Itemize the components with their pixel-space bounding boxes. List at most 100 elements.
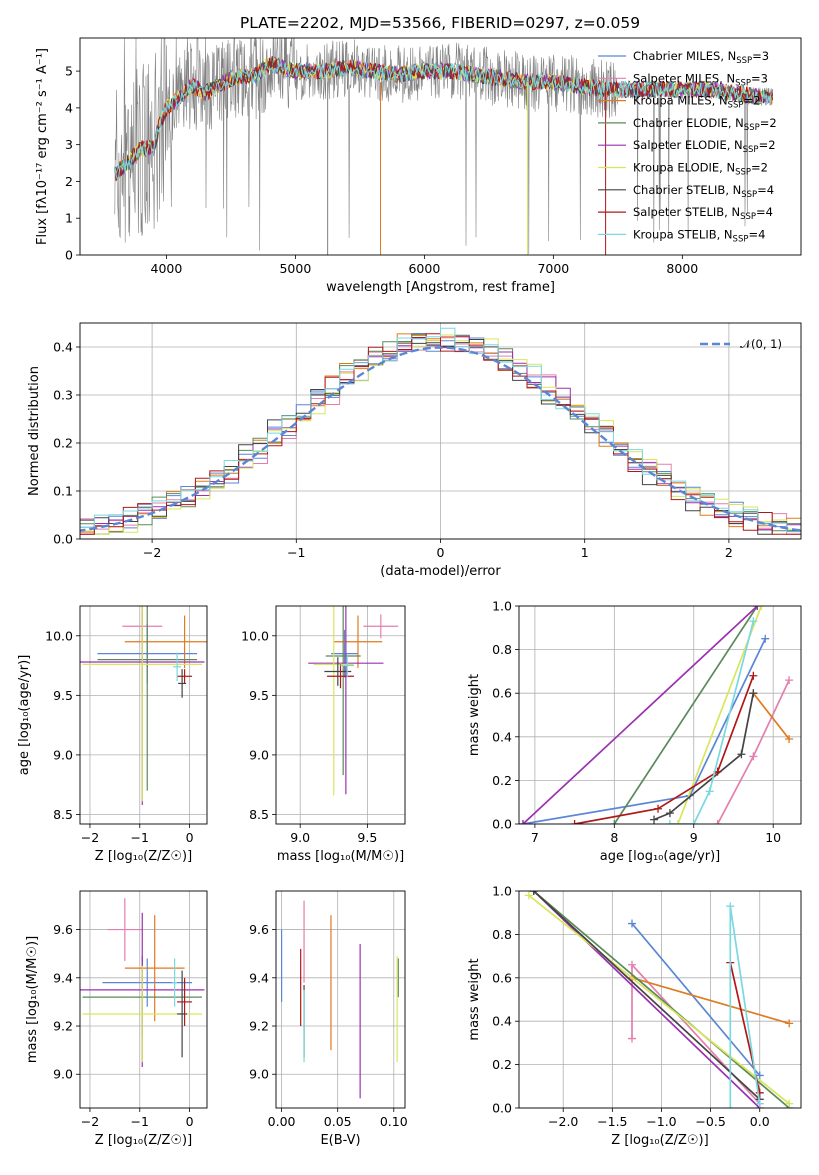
- weight-line: [522, 638, 767, 824]
- weight-line: [631, 976, 790, 1025]
- legend-label: Chabrier ELODIE, NSSP=2: [633, 116, 777, 133]
- y-tick-label: 0.6: [492, 970, 512, 985]
- weight-marker: [650, 815, 659, 824]
- x-axis-label: age [log₁₀(age/yr)]: [600, 849, 721, 864]
- weight-line: [528, 894, 790, 1105]
- legend-label: Kroupa ELODIE, NSSP=2: [633, 161, 768, 178]
- weight-marker: [785, 1099, 794, 1108]
- x-tick-label: −2: [143, 545, 161, 560]
- weight-marker: [749, 689, 758, 698]
- axes-frame: [79, 605, 208, 825]
- weight-marker: [749, 617, 758, 626]
- y-tick-label: 8.5: [249, 807, 269, 822]
- legend-subscript: SSP: [733, 234, 749, 244]
- y-tick-label: 9.0: [53, 1067, 73, 1082]
- plot-area: [80, 898, 205, 1068]
- x-tick-label: 8: [610, 830, 618, 845]
- y-axis-label: Flux [fλ10⁻¹⁷ erg cm⁻² s⁻¹ A⁻¹]: [35, 48, 50, 245]
- y-tick-label: 8.5: [53, 807, 73, 822]
- y-tick-label: 0.3: [53, 388, 73, 403]
- y-tick-label: 0.2: [53, 436, 73, 451]
- weight-marker: [529, 891, 538, 895]
- x-tick-label: −1: [131, 1114, 149, 1129]
- y-tick-label: 5: [65, 64, 73, 79]
- x-tick-label: 0: [186, 1114, 194, 1129]
- plot-area: [308, 606, 399, 796]
- y-tick-label: 0.0: [492, 1101, 512, 1116]
- axes-frame: [79, 37, 802, 256]
- y-tick-label: 4: [65, 100, 73, 115]
- legend-nssp: =4: [757, 183, 774, 197]
- y-tick-label: 0.0: [492, 817, 512, 832]
- weight-marker: [610, 820, 619, 824]
- x-axis-label: Z [log₁₀(Z/Z☉)]: [611, 1133, 708, 1148]
- axes-frame: [79, 890, 208, 1109]
- weight-marker: [755, 1099, 764, 1108]
- y-tick-label: 1: [65, 211, 73, 226]
- y-tick-label: 9.2: [249, 1019, 269, 1034]
- legend-nssp: =3: [751, 71, 768, 85]
- weight-marker: [519, 820, 527, 824]
- legend-subscript: SSP: [741, 190, 757, 200]
- plot-area: [524, 891, 794, 1108]
- x-tick-label: −2: [81, 1114, 99, 1129]
- x-tick-label: 9.0: [290, 830, 310, 845]
- weight-line: [631, 963, 761, 1105]
- x-tick-label: 0.05: [324, 1114, 352, 1129]
- weight-marker: [713, 820, 722, 824]
- x-axis-label: (data-model)/error: [380, 564, 501, 579]
- x-tick-label: 7: [531, 830, 539, 845]
- weight-marker: [654, 804, 663, 813]
- weight-line: [631, 922, 761, 1077]
- x-tick-label: 0.00: [268, 1114, 296, 1129]
- panel-weight_vs_Z: −2.0 −1.5 −1.0 −0.5 0.0 0.0 0.2 0.4 0.6 0.8 1.0 Z […: [467, 884, 802, 1148]
- x-tick-label: 9.5: [357, 830, 377, 845]
- legend-nssp: =2: [751, 161, 768, 175]
- legend-text: Chabrier STELIB, N: [633, 183, 741, 197]
- legend-text: Chabrier MILES, N: [633, 49, 736, 63]
- y-axis-label: mass weight: [467, 674, 482, 756]
- y-tick-label: 0.2: [492, 1057, 512, 1072]
- legend-label: Salpeter MILES, NSSP=3: [633, 71, 768, 88]
- x-tick-label: −1: [131, 830, 149, 845]
- weight-marker: [757, 606, 766, 610]
- y-tick-label: 10.0: [241, 628, 269, 643]
- panel-mass_vs_Z: −2 −1 0 9.0 9.2 9.4 9.6 Z [log₁₀(Z/Z☉)] mass [lo…: [25, 890, 208, 1148]
- x-tick-label: 8000: [666, 261, 698, 276]
- legend-text: Salpeter ELODIE, N: [633, 138, 743, 152]
- x-tick-label: 7000: [537, 261, 569, 276]
- panel-spectrum: 4000 5000 6000 7000 8000 0 1 2 3 4 5 wavelength [An…: [35, 37, 802, 295]
- y-tick-label: 9.0: [249, 747, 269, 762]
- x-tick-label: 6000: [408, 261, 440, 276]
- legend-text: Salpeter STELIB, N: [633, 205, 740, 219]
- weight-marker: [755, 1071, 764, 1080]
- legend-text: Chabrier ELODIE, N: [633, 116, 744, 130]
- x-axis-label: wavelength [Angstrom, rest frame]: [326, 280, 555, 295]
- y-tick-label: 0.6: [492, 686, 512, 701]
- y-tick-label: 0.8: [492, 927, 512, 942]
- legend-nssp: =2: [759, 138, 776, 152]
- legend-nssp: =2: [760, 116, 777, 130]
- y-tick-label: 9.6: [53, 922, 73, 937]
- y-axis-label: Normed distribution: [27, 366, 42, 496]
- weight-marker: [785, 676, 794, 685]
- axes-frame: [275, 605, 406, 825]
- weight-marker: [785, 1019, 794, 1028]
- spectrum-model-line: [114, 61, 773, 180]
- legend-text: Kroupa MILES, N: [633, 94, 728, 108]
- panel-residuals: −2 −1 0 1 2 0.0 0.1 0.2 0.3 0.4 (data-model)/error…: [27, 322, 802, 579]
- x-tick-label: 0.10: [380, 1114, 408, 1129]
- y-tick-label: 9.0: [53, 747, 73, 762]
- legend-label: Kroupa MILES, NSSP=2: [633, 94, 760, 111]
- weight-marker: [689, 820, 698, 824]
- y-tick-label: 0.4: [53, 340, 73, 355]
- y-tick-label: 9.4: [53, 970, 73, 985]
- weight-marker: [726, 1104, 735, 1108]
- y-tick-label: 3: [65, 137, 73, 152]
- legend-subscript: SSP: [736, 56, 752, 66]
- legend-subscript: SSP: [728, 101, 744, 111]
- weight-line: [533, 891, 790, 1108]
